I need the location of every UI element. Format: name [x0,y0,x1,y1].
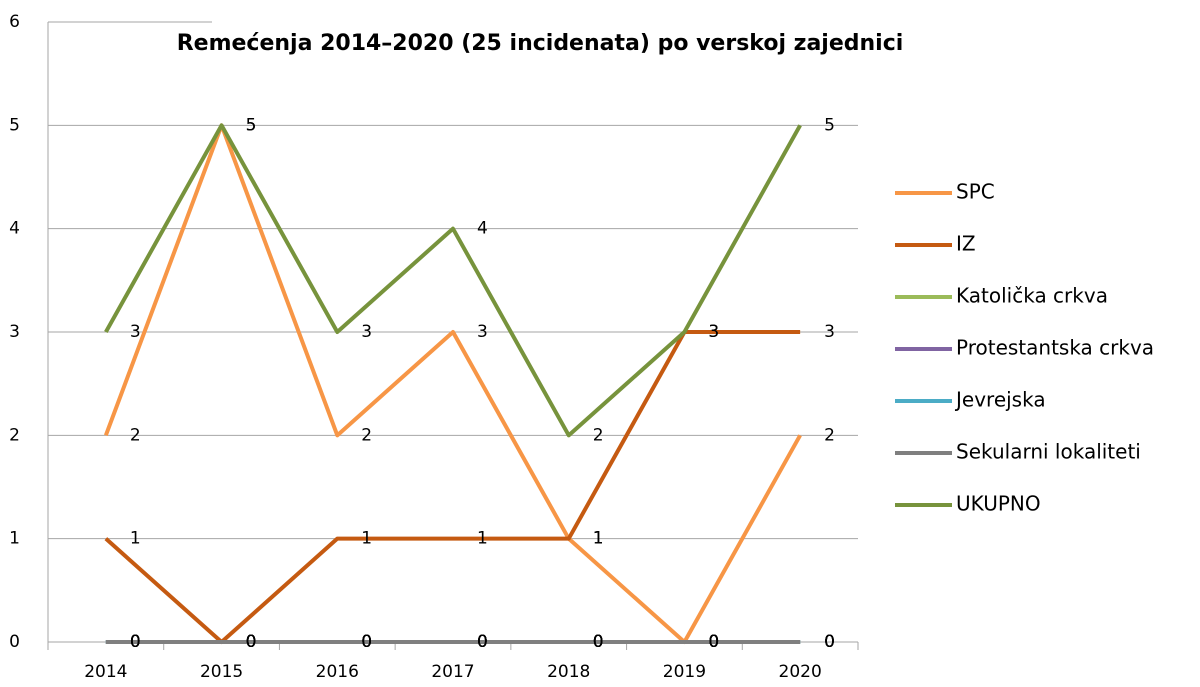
data-label: 0 [824,632,835,652]
data-label: 0 [708,632,719,652]
x-tick-label: 2015 [200,662,243,682]
legend-label: SPC [956,180,995,204]
data-label: 1 [130,529,141,549]
data-label: 0 [361,632,372,652]
data-label: 1 [593,529,604,549]
data-label: 3 [708,322,719,342]
data-label: 0 [130,632,141,652]
legend-label: Katolička crkva [956,284,1108,308]
y-tick-label: 1 [9,529,20,549]
x-tick-label: 2020 [779,662,822,682]
legend-label: Sekularni lokaliteti [956,440,1141,464]
x-tick-label: 2014 [84,662,127,682]
data-label: 3 [361,322,372,342]
data-label: 5 [246,115,257,135]
data-label: 0 [593,632,604,652]
data-label: 1 [361,529,372,549]
data-label: 0 [477,632,488,652]
x-tick-label: 2017 [431,662,474,682]
data-label: 0 [708,632,719,652]
legend-label: IZ [956,232,976,256]
data-label: 0 [824,632,835,652]
data-label: 0 [130,632,141,652]
legend-label: Protestantska crkva [956,336,1154,360]
data-label: 1 [477,529,488,549]
data-label: 3 [130,322,141,342]
data-label: 0 [708,632,719,652]
data-label: 0 [824,632,835,652]
y-tick-label: 3 [9,322,20,342]
data-label: 4 [477,219,488,239]
data-label: 3 [824,322,835,342]
data-label: 0 [477,632,488,652]
data-label: 2 [593,425,604,445]
y-tick-label: 0 [9,632,20,652]
data-label: 5 [824,115,835,135]
data-label: 1 [593,529,604,549]
data-label: 0 [477,632,488,652]
legend-label: Jevrejska [954,388,1046,412]
data-label: 3 [708,322,719,342]
data-label: 5 [246,115,257,135]
x-tick-label: 2019 [663,662,706,682]
series-line [104,330,801,644]
data-label: 0 [361,632,372,652]
series-line [104,123,802,438]
y-tick-label: 4 [9,219,20,239]
series-line [103,123,802,644]
x-tick-label: 2016 [316,662,359,682]
data-label: 2 [824,425,835,445]
data-label: 0 [824,632,835,652]
y-tick-label: 2 [9,425,20,445]
data-label: 0 [593,632,604,652]
data-label: 0 [246,632,257,652]
data-label: 0 [130,632,141,652]
data-label: 0 [246,632,257,652]
data-label: 2 [130,425,141,445]
data-label: 0 [477,632,488,652]
data-label: 0 [361,632,372,652]
x-tick-label: 2018 [547,662,590,682]
data-label: 0 [246,632,257,652]
title-background [212,10,872,70]
data-label: 0 [593,632,604,652]
data-label: 0 [246,632,257,652]
chart-title: Remećenja 2014–2020 (25 incidenata) po v… [177,31,904,56]
data-label: 2 [361,425,372,445]
y-tick-label: 6 [9,12,20,32]
y-tick-label: 5 [9,115,20,135]
data-label: 0 [708,632,719,652]
data-label: 3 [477,322,488,342]
data-label: 0 [593,632,604,652]
legend-label: UKUPNO [956,492,1041,516]
data-label: 0 [361,632,372,652]
data-label: 0 [708,632,719,652]
data-label: 0 [130,632,141,652]
data-label: 0 [246,632,257,652]
